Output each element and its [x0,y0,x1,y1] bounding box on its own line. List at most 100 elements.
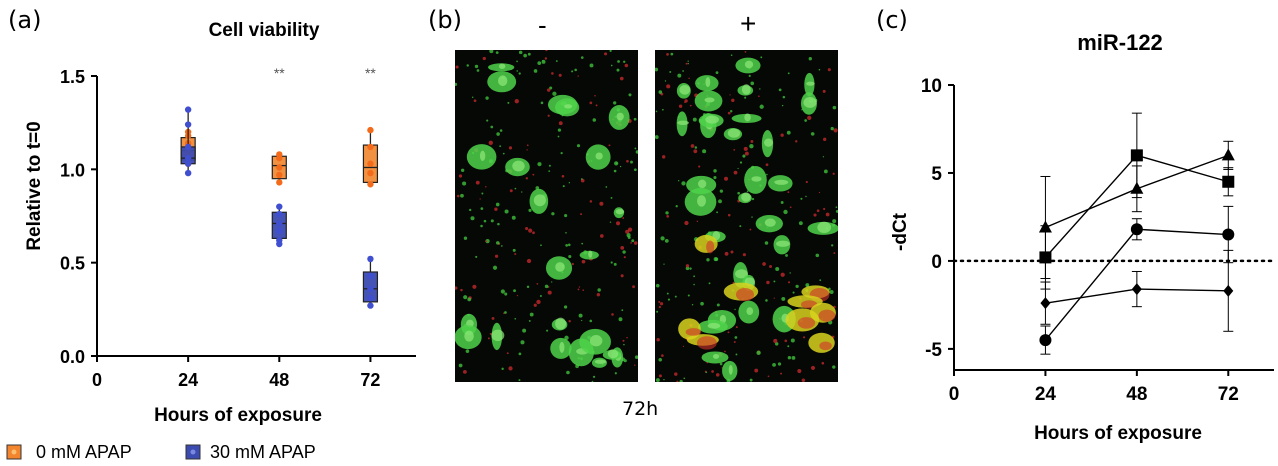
cell-highlight [555,262,565,272]
circle-marker [1130,223,1143,236]
cell-highlight [803,97,817,108]
y-tick-label: 5 [931,164,942,185]
data-point [367,255,374,263]
cell-speck [472,284,477,289]
cell-speck [494,254,499,258]
cell-speck [479,198,481,200]
cell-highlight [615,208,625,215]
cell-speck [633,168,637,172]
cell-speck [804,119,807,122]
cell-speck [494,207,498,211]
cell-speck [610,261,613,264]
significance-marker: ** [274,65,285,81]
cell-speck [564,214,568,218]
cell-highlight [705,115,719,124]
cell-highlight [764,138,773,147]
cell-speck [626,233,631,238]
cell-speck [589,63,594,68]
cell-highlight [594,359,607,364]
cell-speck [634,355,638,359]
cell-speck [537,61,542,65]
cell-speck [580,56,584,59]
cell-highlight [464,330,474,342]
cell-speck [486,119,489,122]
cell-speck [655,110,658,113]
cell-speck [592,118,597,122]
cell-speck [614,161,619,166]
cell-speck [730,54,733,56]
cell-speck [819,279,822,282]
cell-highlight [512,160,525,172]
cell-speck [706,258,710,262]
cell-speck [737,191,740,195]
cell-speck [526,149,528,151]
cell-speck [656,338,660,342]
cell-speck [735,326,738,329]
cell-speck [674,295,677,298]
cell-speck [660,236,665,241]
cell-speck [792,291,795,294]
cell-speck [514,317,517,320]
cell-speck [662,108,664,111]
cell-speck [528,319,531,322]
cell-highlight [589,335,603,347]
cell-highlight [588,250,593,258]
cell-speck [669,70,672,73]
cell-speck [769,265,773,268]
cell-speck [467,297,472,302]
cell-speck [661,155,666,159]
cell-highlight [491,329,505,342]
cell-speck [688,77,690,80]
diamond-marker [1040,297,1051,310]
cell-speck [628,93,632,97]
cell-speck [759,104,764,109]
cell-speck [576,144,581,148]
cell-speck [458,174,463,178]
cell-speck [589,200,593,203]
cell-speck [785,253,788,257]
data-point [184,154,192,162]
cell-speck [512,248,516,252]
y-axis-label: -dCt [890,212,911,251]
cell-highlight [713,353,720,359]
cell-speck [689,104,692,107]
cell-speck [536,283,539,285]
triangle-marker [1130,181,1144,194]
cell-speck [604,52,608,56]
cell-speck [685,62,688,65]
cell-speck [655,135,659,140]
cell-speck [659,302,664,306]
cell-speck [749,228,752,231]
cell-speck [758,95,760,98]
cell-speck [774,342,779,346]
x-axis-label: Hours of exposure [154,405,322,426]
cell-speck [805,283,810,287]
cell-speck [623,343,625,346]
cell-speck [471,96,474,98]
cell-highlight [595,152,603,160]
cell-speck [548,164,551,167]
cell-speck [805,180,808,184]
cell-speck [810,365,816,370]
cell-speck [833,252,836,255]
cell-speck [526,285,530,289]
cell-speck [623,256,626,259]
cell-speck [504,292,508,296]
cell-speck [557,128,562,132]
cell-speck [504,209,509,214]
cell-speck [658,374,662,378]
cell-speck [756,350,761,356]
cell-speck [670,52,674,56]
cell-speck [495,202,500,207]
cell-speck [667,298,671,301]
legend-label-0mm: 0 mM APAP [36,442,132,462]
cell-speck [805,195,807,198]
cell-speck [522,328,527,333]
cell-speck [730,250,734,254]
cell-speck [558,73,562,77]
cell-speck [822,156,825,158]
cell-speck [491,316,495,320]
cell-speck [463,236,468,240]
cell-speck [682,70,684,72]
cell-speck [734,308,736,311]
